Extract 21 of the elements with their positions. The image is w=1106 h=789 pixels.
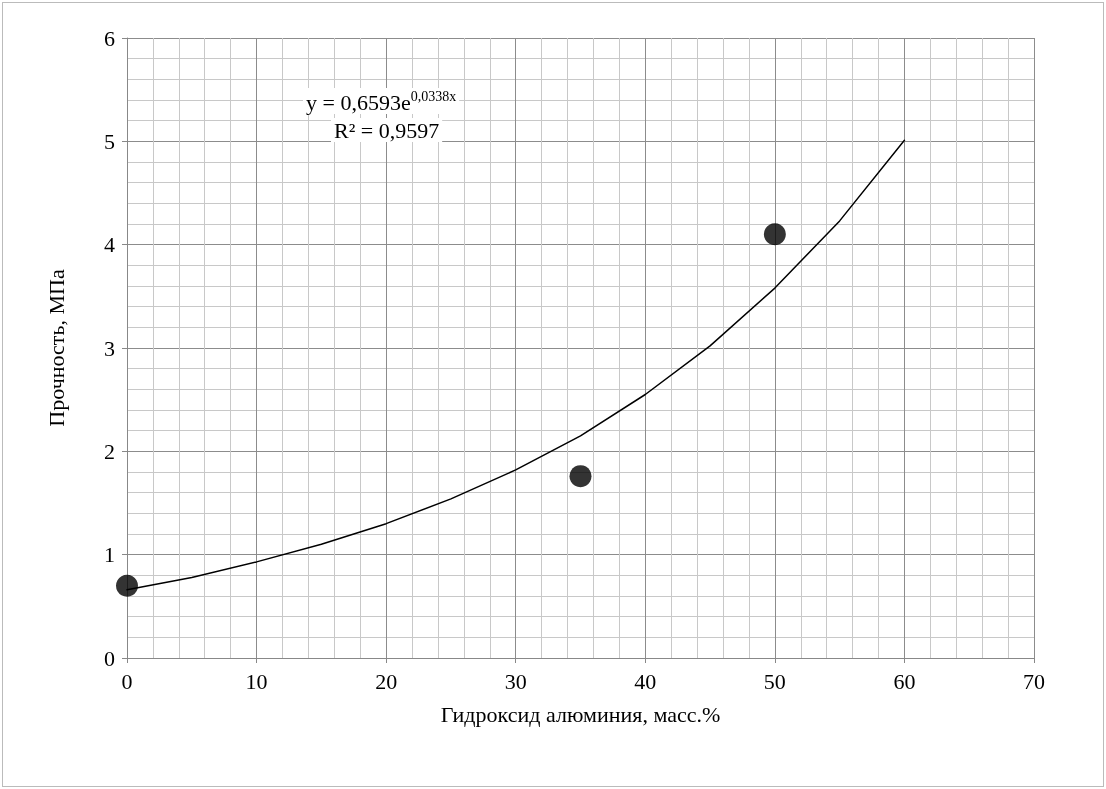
- x-tick-label: 20: [375, 668, 398, 694]
- point: [763, 223, 786, 246]
- y-tick-label: 4: [104, 232, 115, 258]
- point: [116, 574, 138, 597]
- point: [569, 465, 592, 488]
- x-tick-label: 50: [763, 668, 786, 694]
- y-tick-label: 2: [104, 438, 115, 464]
- x-tick-label: 30: [504, 668, 527, 694]
- y-axis-title: Прочность, МПа: [43, 269, 69, 427]
- x-tick-label: 10: [245, 668, 268, 694]
- x-tick-label: 40: [634, 668, 657, 694]
- y-tick-label: 5: [104, 128, 115, 154]
- x-tick-label: 0: [121, 668, 133, 694]
- y-tick-label: 1: [104, 542, 115, 568]
- annotation: R² = 0,9597: [334, 117, 440, 143]
- x-tick-label: 60: [893, 668, 916, 694]
- x-tick-label: 70: [1023, 668, 1045, 694]
- y-tick-label: 6: [104, 25, 115, 51]
- x-axis-title: Гидроксид алюминия, масс.%: [440, 701, 721, 727]
- y-tick-label: 0: [104, 645, 115, 671]
- y-tick-label: 3: [104, 335, 115, 361]
